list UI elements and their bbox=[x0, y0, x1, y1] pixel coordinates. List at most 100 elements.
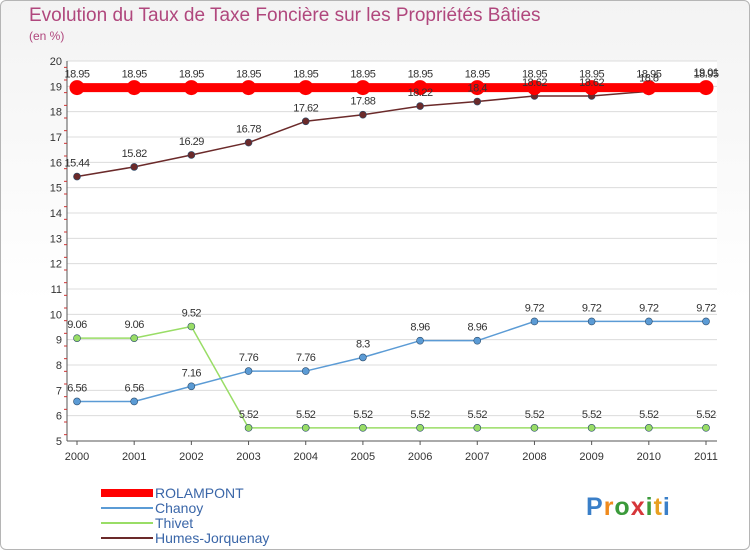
data-label: 18.62 bbox=[579, 77, 604, 89]
data-label: 9.72 bbox=[582, 302, 602, 314]
logo-letter: t bbox=[653, 493, 663, 521]
x-tick-label: 2010 bbox=[637, 451, 661, 463]
data-point bbox=[473, 336, 482, 345]
x-tick-label: 2001 bbox=[122, 451, 146, 463]
y-tick-label: 6 bbox=[56, 411, 62, 423]
y-tick-label: 10 bbox=[50, 309, 62, 321]
data-point bbox=[416, 336, 424, 345]
data-label: 6.56 bbox=[67, 382, 87, 394]
data-label: 5.52 bbox=[696, 409, 716, 421]
logo-letter: P bbox=[586, 493, 604, 521]
data-point bbox=[130, 334, 138, 342]
data-label: 17.88 bbox=[350, 96, 375, 108]
data-label: 8.3 bbox=[356, 338, 370, 350]
data-label: 15.82 bbox=[122, 148, 147, 160]
data-point bbox=[702, 424, 710, 432]
y-tick-label: 13 bbox=[50, 233, 62, 245]
x-tick-label: 2002 bbox=[179, 451, 203, 463]
y-tick-label: 16 bbox=[50, 157, 62, 169]
data-label: 7.76 bbox=[296, 352, 316, 364]
data-label: 18.8 bbox=[639, 72, 659, 84]
chart-title: Evolution du Taux de Taxe Foncière sur l… bbox=[29, 5, 541, 26]
data-label: 5.52 bbox=[296, 409, 316, 421]
data-label: 5.52 bbox=[468, 409, 488, 421]
data-point bbox=[416, 102, 424, 110]
data-point bbox=[473, 97, 482, 106]
data-point bbox=[73, 334, 81, 342]
y-tick-label: 9 bbox=[56, 335, 62, 347]
data-point bbox=[526, 80, 542, 96]
data-point bbox=[412, 80, 428, 96]
data-label: 18.95 bbox=[64, 69, 89, 81]
proxiti-logo: Proxiti bbox=[586, 493, 671, 522]
x-tick-label: 2007 bbox=[465, 451, 489, 463]
logo-letter: i bbox=[662, 493, 671, 521]
data-point bbox=[584, 80, 600, 96]
data-label: 18.95 bbox=[293, 69, 318, 81]
data-label: 16.29 bbox=[179, 136, 204, 148]
data-point bbox=[645, 317, 653, 326]
data-label: 18.22 bbox=[408, 87, 433, 99]
logo-letter: o bbox=[614, 493, 631, 521]
legend-label: ROLAMPONT bbox=[155, 485, 244, 501]
data-label: 5.52 bbox=[410, 409, 430, 421]
data-label: 17.62 bbox=[293, 102, 318, 114]
y-tick-label: 14 bbox=[50, 208, 62, 220]
series-line-chanoy bbox=[77, 320, 706, 403]
data-label: 18.95 bbox=[693, 69, 718, 81]
x-tick-label: 2009 bbox=[579, 451, 603, 463]
logo-letter: r bbox=[603, 493, 615, 521]
y-tick-label: 11 bbox=[51, 284, 62, 296]
data-label: 19.01 bbox=[693, 67, 718, 79]
x-tick-label: 2003 bbox=[236, 451, 260, 463]
data-point bbox=[244, 424, 253, 432]
data-point bbox=[473, 424, 482, 432]
data-point bbox=[244, 367, 253, 375]
data-label: 5.52 bbox=[239, 409, 259, 421]
data-point bbox=[355, 80, 371, 96]
data-label: 18.95 bbox=[179, 69, 204, 81]
x-tick-label: 2000 bbox=[65, 451, 89, 463]
data-point bbox=[469, 80, 485, 96]
data-point bbox=[301, 424, 310, 432]
data-label: 18.95 bbox=[636, 69, 661, 81]
data-label: 5.52 bbox=[525, 409, 545, 421]
data-point bbox=[530, 424, 539, 432]
x-tick-label: 2008 bbox=[522, 451, 546, 463]
data-point bbox=[301, 367, 310, 375]
x-tick-label: 2004 bbox=[293, 451, 317, 463]
chart-subtitle: (en %) bbox=[29, 29, 65, 43]
data-label: 18.95 bbox=[122, 69, 147, 81]
data-point bbox=[359, 424, 367, 432]
y-tick-label: 17 bbox=[50, 132, 62, 144]
legend-label: Chanoy bbox=[155, 500, 203, 516]
data-point bbox=[702, 317, 710, 326]
data-point bbox=[298, 80, 314, 96]
data-point bbox=[130, 397, 138, 406]
x-tick-label: 2005 bbox=[351, 451, 375, 463]
data-label: 9.72 bbox=[525, 302, 545, 314]
data-point bbox=[73, 397, 81, 406]
data-point bbox=[187, 151, 196, 159]
y-tick-label: 5 bbox=[56, 436, 62, 448]
plot-area bbox=[67, 61, 717, 441]
data-label: 18.95 bbox=[350, 69, 375, 81]
data-point bbox=[301, 117, 310, 126]
data-point bbox=[126, 80, 142, 96]
data-label: 7.16 bbox=[182, 367, 202, 379]
data-point bbox=[241, 80, 257, 96]
data-point bbox=[187, 382, 196, 391]
data-point bbox=[130, 163, 138, 171]
data-point bbox=[698, 80, 714, 96]
data-point bbox=[587, 424, 596, 432]
data-point bbox=[187, 322, 196, 331]
data-label: 18.95 bbox=[522, 69, 547, 81]
data-label: 9.06 bbox=[67, 319, 87, 331]
data-point bbox=[416, 424, 424, 432]
data-label: 6.56 bbox=[124, 382, 144, 394]
data-label: 9.72 bbox=[639, 302, 659, 314]
data-label: 9.06 bbox=[124, 319, 144, 331]
legend-label: Thivet bbox=[155, 515, 193, 531]
y-tick-label: 15 bbox=[50, 183, 62, 195]
